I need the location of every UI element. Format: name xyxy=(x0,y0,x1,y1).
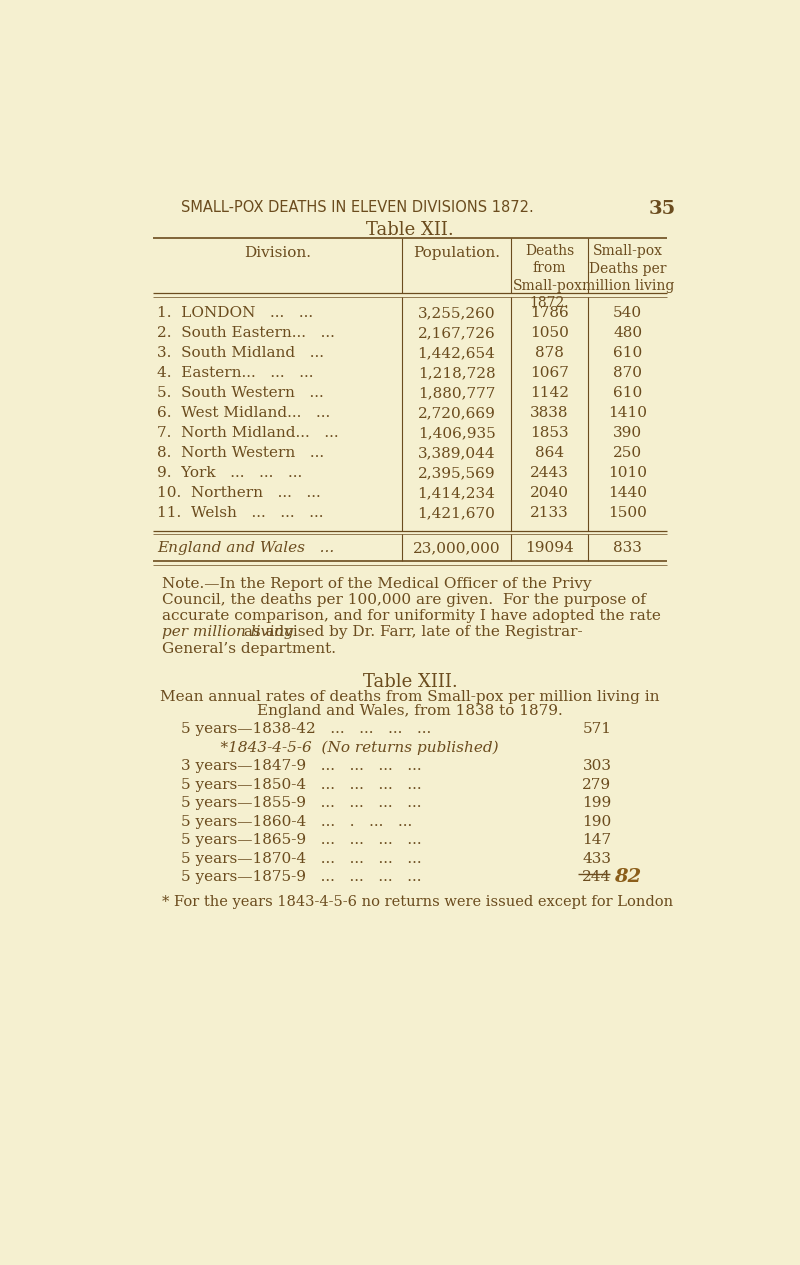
Text: 1440: 1440 xyxy=(608,486,647,500)
Text: Mean annual rates of deaths from Small-pox per million living in: Mean annual rates of deaths from Small-p… xyxy=(160,689,660,705)
Text: 190: 190 xyxy=(582,815,611,829)
Text: 1786: 1786 xyxy=(530,306,569,320)
Text: 1410: 1410 xyxy=(608,406,647,420)
Text: 5.  South Western   ...: 5. South Western ... xyxy=(158,386,324,400)
Text: 3,255,260: 3,255,260 xyxy=(418,306,495,320)
Text: 8.  North Western   ...: 8. North Western ... xyxy=(158,447,325,460)
Text: 1142: 1142 xyxy=(530,386,569,400)
Text: England and Wales   ...: England and Wales ... xyxy=(158,541,334,555)
Text: 433: 433 xyxy=(582,851,611,865)
Text: *1843-4-5-6  (No returns published): *1843-4-5-6 (No returns published) xyxy=(201,741,498,755)
Text: 147: 147 xyxy=(582,834,611,848)
Text: 540: 540 xyxy=(614,306,642,320)
Text: 1500: 1500 xyxy=(608,506,647,520)
Text: 833: 833 xyxy=(614,541,642,555)
Text: 1050: 1050 xyxy=(530,326,569,340)
Text: accurate comparison, and for uniformity I have adopted the rate: accurate comparison, and for uniformity … xyxy=(162,610,661,624)
Text: 2.  South Eastern...   ...: 2. South Eastern... ... xyxy=(158,326,335,340)
Text: 1,406,935: 1,406,935 xyxy=(418,426,495,440)
Text: Division.: Division. xyxy=(244,245,311,259)
Text: * For the years 1843-4-5-6 no returns were issued except for London: * For the years 1843-4-5-6 no returns we… xyxy=(162,894,673,908)
Text: 199: 199 xyxy=(582,796,611,811)
Text: 1,218,728: 1,218,728 xyxy=(418,366,495,380)
Text: 864: 864 xyxy=(535,447,564,460)
Text: 3,389,044: 3,389,044 xyxy=(418,447,495,460)
Text: Table XIII.: Table XIII. xyxy=(362,673,458,691)
Text: as advised by Dr. Farr, late of the Registrar-: as advised by Dr. Farr, late of the Regi… xyxy=(239,625,583,639)
Text: Table XII.: Table XII. xyxy=(366,221,454,239)
Text: 1.  LONDON   ...   ...: 1. LONDON ... ... xyxy=(158,306,314,320)
Text: 2,720,669: 2,720,669 xyxy=(418,406,495,420)
Text: 1,880,777: 1,880,777 xyxy=(418,386,495,400)
Text: 870: 870 xyxy=(614,366,642,380)
Text: per million living: per million living xyxy=(162,625,294,639)
Text: 9.  York   ...   ...   ...: 9. York ... ... ... xyxy=(158,466,302,479)
Text: Deaths
from
Small-pox.
1872.: Deaths from Small-pox. 1872. xyxy=(512,244,586,310)
Text: General’s department.: General’s department. xyxy=(162,641,336,655)
Text: 19094: 19094 xyxy=(525,541,574,555)
Text: 23,000,000: 23,000,000 xyxy=(413,541,500,555)
Text: Note.—In the Report of the Medical Officer of the Privy: Note.—In the Report of the Medical Offic… xyxy=(162,577,592,591)
Text: 5 years—1850-4   ...   ...   ...   ...: 5 years—1850-4 ... ... ... ... xyxy=(182,778,422,792)
Text: 390: 390 xyxy=(614,426,642,440)
Text: 5 years—1870-4   ...   ...   ...   ...: 5 years—1870-4 ... ... ... ... xyxy=(182,851,422,865)
Text: 303: 303 xyxy=(582,759,611,773)
Text: 4.  Eastern...   ...   ...: 4. Eastern... ... ... xyxy=(158,366,314,380)
Text: Population.: Population. xyxy=(413,245,500,259)
Text: 11.  Welsh   ...   ...   ...: 11. Welsh ... ... ... xyxy=(158,506,324,520)
Text: 2443: 2443 xyxy=(530,466,569,479)
Text: 1,442,654: 1,442,654 xyxy=(418,345,495,359)
Text: England and Wales, from 1838 to 1879.: England and Wales, from 1838 to 1879. xyxy=(257,703,563,719)
Text: 1,421,670: 1,421,670 xyxy=(418,506,495,520)
Text: 5 years—1875-9   ...   ...   ...   ...: 5 years—1875-9 ... ... ... ... xyxy=(182,870,422,884)
Text: 1,414,234: 1,414,234 xyxy=(418,486,495,500)
Text: 244: 244 xyxy=(582,870,611,884)
Text: 2,395,569: 2,395,569 xyxy=(418,466,495,479)
Text: 6.  West Midland...   ...: 6. West Midland... ... xyxy=(158,406,330,420)
Text: 3.  South Midland   ...: 3. South Midland ... xyxy=(158,345,324,359)
Text: 82: 82 xyxy=(614,868,641,886)
Text: 10.  Northern   ...   ...: 10. Northern ... ... xyxy=(158,486,321,500)
Text: 1067: 1067 xyxy=(530,366,569,380)
Text: 5 years—1865-9   ...   ...   ...   ...: 5 years—1865-9 ... ... ... ... xyxy=(182,834,422,848)
Text: 5 years—1838-42   ...   ...   ...   ...: 5 years—1838-42 ... ... ... ... xyxy=(182,722,432,736)
Text: 1010: 1010 xyxy=(608,466,647,479)
Text: 878: 878 xyxy=(535,345,564,359)
Text: 5 years—1860-4   ...   .   ...   ...: 5 years—1860-4 ... . ... ... xyxy=(182,815,413,829)
Text: 2133: 2133 xyxy=(530,506,569,520)
Text: 7.  North Midland...   ...: 7. North Midland... ... xyxy=(158,426,339,440)
Text: 610: 610 xyxy=(613,386,642,400)
Text: 480: 480 xyxy=(614,326,642,340)
Text: 279: 279 xyxy=(582,778,611,792)
Text: 2,167,726: 2,167,726 xyxy=(418,326,495,340)
Text: 2040: 2040 xyxy=(530,486,569,500)
Text: 35: 35 xyxy=(649,200,676,218)
Text: 250: 250 xyxy=(614,447,642,460)
Text: Council, the deaths per 100,000 are given.  For the purpose of: Council, the deaths per 100,000 are give… xyxy=(162,593,646,607)
Text: 610: 610 xyxy=(613,345,642,359)
Text: 1853: 1853 xyxy=(530,426,569,440)
Text: 3 years—1847-9   ...   ...   ...   ...: 3 years—1847-9 ... ... ... ... xyxy=(182,759,422,773)
Text: 571: 571 xyxy=(582,722,611,736)
Text: 3838: 3838 xyxy=(530,406,569,420)
Text: 5 years—1855-9   ...   ...   ...   ...: 5 years—1855-9 ... ... ... ... xyxy=(182,796,422,811)
Text: Small-pox
Deaths per
million living: Small-pox Deaths per million living xyxy=(582,244,674,292)
Text: SMALL-POX DEATHS IN ELEVEN DIVISIONS 1872.: SMALL-POX DEATHS IN ELEVEN DIVISIONS 187… xyxy=(182,200,534,215)
